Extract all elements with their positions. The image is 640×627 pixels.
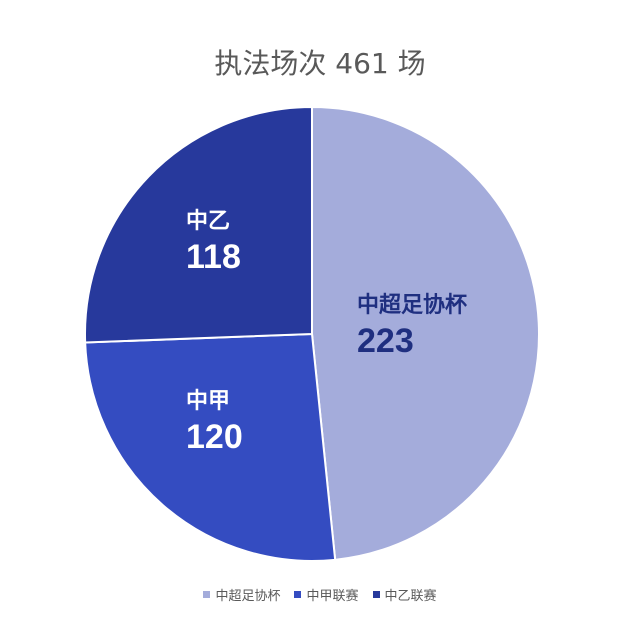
legend-swatch — [203, 591, 211, 598]
legend-item: 中乙联赛 — [372, 585, 437, 604]
chart-title: 执法场次 461 场 — [214, 47, 426, 80]
legend-swatch — [372, 591, 380, 598]
slice-value-label: 120 — [186, 418, 243, 456]
slice-category-label: 中乙 — [186, 209, 230, 234]
pie-slice — [84, 105, 313, 344]
slice-category-label: 中超足协杯 — [357, 293, 467, 318]
slice-value-label: 118 — [186, 238, 241, 276]
pie-slice — [84, 332, 337, 562]
slice-value-label: 223 — [357, 322, 414, 360]
legend: 中超足协杯 中甲联赛 中乙联赛 — [0, 585, 640, 604]
legend-label: 中甲联赛 — [306, 589, 359, 604]
legend-item: 中甲联赛 — [294, 585, 359, 604]
legend-label: 中超足协杯 — [215, 589, 281, 604]
legend-item: 中超足协杯 — [203, 585, 280, 604]
slice-category-label: 中甲 — [186, 389, 230, 414]
legend-swatch — [294, 591, 302, 598]
legend-label: 中乙联赛 — [384, 589, 437, 604]
pie-slice — [311, 105, 540, 561]
